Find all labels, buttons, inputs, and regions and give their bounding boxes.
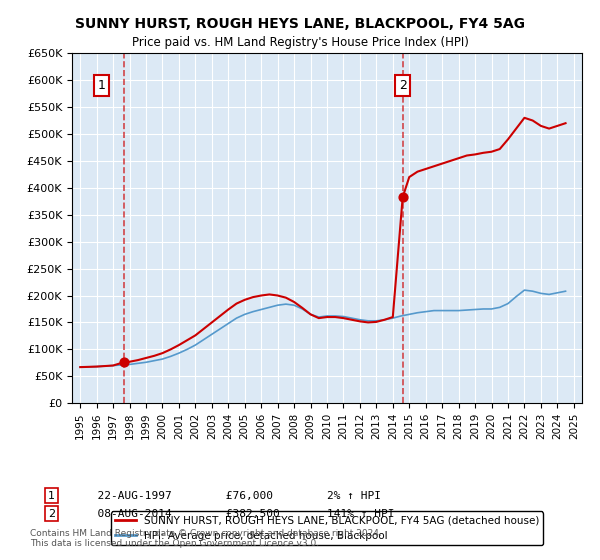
Text: Price paid vs. HM Land Registry's House Price Index (HPI): Price paid vs. HM Land Registry's House … (131, 36, 469, 49)
Text: 08-AUG-2014        £382,500       141% ↑ HPI: 08-AUG-2014 £382,500 141% ↑ HPI (84, 508, 395, 519)
Point (398, 193, 407, 202)
Text: 22-AUG-1997        £76,000        2% ↑ HPI: 22-AUG-1997 £76,000 2% ↑ HPI (84, 491, 381, 501)
Point (119, 358, 128, 367)
Text: Contains HM Land Registry data © Crown copyright and database right 2024.: Contains HM Land Registry data © Crown c… (30, 529, 382, 538)
Text: 2: 2 (48, 508, 55, 519)
Text: This data is licensed under the Open Government Licence v3.0.: This data is licensed under the Open Gov… (30, 539, 319, 548)
Text: 1: 1 (48, 491, 55, 501)
Text: 2: 2 (399, 79, 407, 92)
Text: 1: 1 (98, 79, 106, 92)
Legend: SUNNY HURST, ROUGH HEYS LANE, BLACKPOOL, FY4 5AG (detached house), HPI: Average : SUNNY HURST, ROUGH HEYS LANE, BLACKPOOL,… (110, 511, 544, 545)
Text: SUNNY HURST, ROUGH HEYS LANE, BLACKPOOL, FY4 5AG: SUNNY HURST, ROUGH HEYS LANE, BLACKPOOL,… (75, 17, 525, 31)
